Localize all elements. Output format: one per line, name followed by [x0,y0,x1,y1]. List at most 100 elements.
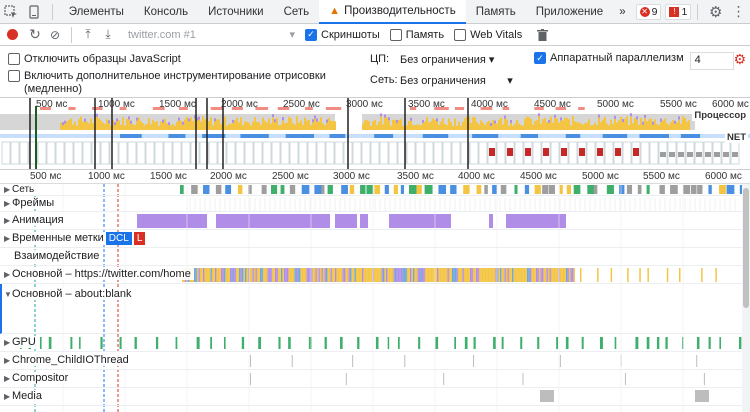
track-timings[interactable]: ▶ Временные метки DCL L [0,230,742,248]
screenshot-content [714,152,720,157]
trash-icon[interactable] [532,25,552,45]
webvitals-checkbox[interactable]: Web Vitals [454,28,522,41]
disable-js-samples-row[interactable]: Отключить образцы JavaScript [8,53,181,66]
device-toolbar-icon[interactable] [23,0,46,24]
cpu-scripting-bar [504,118,506,130]
memory-checkbox[interactable]: Память [389,28,444,41]
cpu-rendering-bar [312,119,314,123]
record-button[interactable] [7,29,18,40]
cpu-throttle-select[interactable]: Без ограничения ▾ [400,53,494,66]
network-request [280,185,285,194]
screenshots-checkbox[interactable]: ✓ Скриншоты [305,28,380,41]
track-frames[interactable]: ▶ Фреймы [0,196,742,212]
tab-network[interactable]: Сеть [283,5,310,18]
save-profile-icon[interactable]: ⤓ [105,27,111,41]
main-thread-task [210,268,212,282]
cpu-scripting-bar [640,118,642,130]
load-profile-icon[interactable]: ⤒ [85,27,91,41]
main-thread-task [290,268,292,282]
track-animation[interactable]: ▶ Анимация [0,212,742,230]
cpu-scripting-bar [166,123,168,130]
dcl-marker[interactable]: DCL [105,232,132,245]
main-thread-task [327,268,329,282]
network-request [360,185,366,194]
errors-badge[interactable]: ✕ 9 [635,3,662,20]
cpu-scripting-bar [598,117,600,130]
cpu-scripting-bar [82,121,84,130]
main-thread-task [204,268,206,282]
track-interactions[interactable]: Взаимодействие [0,248,742,266]
network-throttle-select[interactable]: Без ограничения ▾ [400,74,513,87]
screenshot-thumb-border [316,141,326,165]
expand-triangle-icon[interactable]: ▶ [4,338,11,347]
main-thread-task [366,268,368,282]
main-thread-task [284,268,286,282]
expand-triangle-icon[interactable]: ▶ [4,356,11,365]
tab-memory[interactable]: Память [475,5,516,18]
timeline-overview[interactable]: 500 мс 1000 мс 1500 мс 2000 мс 2500 мс 3… [0,98,750,170]
main-thread-task [369,268,371,282]
issues-badge[interactable]: ! 1 [665,3,692,20]
expand-triangle-icon[interactable]: ▶ [4,270,11,279]
track-gpu[interactable]: ▶ GPU [0,334,742,352]
flame-chart-canvas [20,184,742,412]
recording-select[interactable]: twitter.com #1 ▾ [124,27,299,43]
network-request [691,185,697,194]
cpu-scripting-bar [204,119,206,130]
network-request [463,185,470,194]
clear-icon[interactable]: ⊘ [49,27,61,42]
cpu-scripting-bar [490,125,492,130]
expand-triangle-icon[interactable]: ▶ [4,392,11,401]
settings-gear-icon[interactable]: ⚙ [708,3,723,21]
net-request-bar [329,134,346,138]
expand-triangle-icon[interactable]: ▶ [4,234,11,243]
more-tabs-button[interactable]: » [619,5,626,18]
cpu-rendering-bar [168,122,170,126]
track-main-twitter[interactable]: ▶ Основной – https://twitter.com/home [0,266,742,284]
main-thread-task [482,268,484,282]
screenshot-thumb [452,142,460,164]
screenshot-thumb-border [55,141,65,165]
screenshot-content [579,148,585,156]
inspect-element-icon[interactable] [0,0,23,24]
gpu-task [39,337,42,349]
screenshot-thumb [299,142,307,164]
capture-settings-gear-icon[interactable]: ⚙ [733,51,746,67]
screenshot-thumb [245,142,253,164]
advanced-paint-row[interactable]: Включить дополнительное инструментирован… [8,70,326,96]
hw-concurrency-row[interactable]: ✓ Аппаратный параллелизм 4 [534,52,734,70]
flame-chart[interactable]: ▶ Сеть ▶ Фреймы ▶ Анимация ▶ Временные метки… [0,184,742,412]
cpu-scripting-bar [660,121,662,130]
main-thread-task [423,268,425,282]
hw-concurrency-input[interactable]: 4 [689,52,734,70]
expand-triangle-icon[interactable]: ▶ [4,185,11,194]
expand-triangle-icon[interactable]: ▶ [4,374,11,383]
main-thread-task [225,268,227,282]
reload-record-icon[interactable]: ↻ [29,26,41,42]
track-main-blank[interactable]: ▼Основной – about:blank [0,284,742,334]
screenshot-thumb-border [289,141,299,165]
cpu-scripting-bar [196,120,198,130]
flame-chart-scroll-thumb[interactable] [743,188,749,308]
tab-console[interactable]: Консоль [143,5,189,18]
track-media[interactable]: ▶ Media [0,388,742,406]
overview-tick: 5500 мс [660,99,697,110]
tab-sources[interactable]: Источники [208,5,264,18]
track-network[interactable]: ▶ Сеть [0,184,742,196]
cpu-rendering-bar [548,119,550,123]
collapse-triangle-icon[interactable]: ▼ [4,290,12,299]
load-marker[interactable]: L [133,232,146,245]
screenshot-content [687,152,693,157]
io-task [404,355,406,367]
main-thread-task [273,268,275,282]
expand-triangle-icon[interactable]: ▶ [4,216,11,225]
tab-application[interactable]: Приложение [535,5,604,18]
cpu-scripting-bar [114,125,116,130]
more-options-icon[interactable]: ⋮ [731,3,746,19]
tab-performance[interactable]: ▲ Производительность [319,0,466,24]
track-chrome-child[interactable]: ▶ Chrome_ChildIOThread [0,352,742,370]
expand-triangle-icon[interactable]: ▶ [4,199,11,208]
network-request [215,185,222,194]
track-compositor[interactable]: ▶ Compositor [0,370,742,388]
tab-elements[interactable]: Элементы [68,5,124,18]
